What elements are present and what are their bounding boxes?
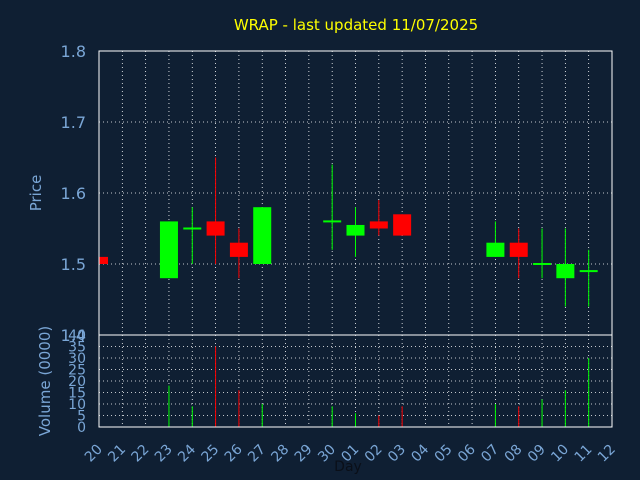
candle-body [206, 221, 225, 236]
volume-tick-label: 10 [68, 397, 86, 413]
candle-body [99, 256, 108, 264]
volume-tick-label: 35 [68, 340, 86, 356]
candle-body [159, 221, 178, 279]
volume-tick-label: 40 [68, 328, 86, 344]
candle-body [369, 221, 388, 229]
volume-axis-label: Volume (0000) [36, 326, 54, 436]
candle-body [229, 242, 248, 257]
candle-body [323, 220, 342, 223]
price-tick-label: 1.8 [61, 42, 86, 61]
candle-body [556, 264, 575, 279]
price-tick-label: 1.6 [61, 184, 86, 203]
price-candles [98, 157, 598, 307]
price-axis-label: Price [27, 175, 45, 212]
volume-tick-label: 15 [68, 386, 86, 402]
chart-title: WRAP - last updated 11/07/2025 [234, 16, 478, 34]
volume-tick-label: 30 [68, 351, 86, 367]
price-tick-label: 1.7 [61, 113, 86, 132]
candle-body [533, 263, 552, 265]
volume-tick-label: 0 [77, 420, 86, 436]
price-tick-label: 1.4 [61, 326, 86, 345]
candle-body [486, 242, 505, 257]
day-axis-label: Day [334, 459, 362, 475]
price-axis-ticks: 1.4 1.5 1.6 1.7 1.8 [61, 42, 86, 345]
candle-body [579, 270, 598, 273]
candle-body [346, 224, 365, 236]
candle-body [253, 207, 272, 264]
volume-bars [168, 346, 590, 427]
volume-tick-label: 25 [68, 363, 86, 379]
volume-tick-label: 5 [77, 409, 86, 425]
volume-panel-frame [98, 334, 613, 428]
candle-body [183, 227, 202, 230]
candle-body [509, 242, 528, 257]
price-tick-label: 1.5 [61, 255, 86, 274]
volume-tick-label: 20 [68, 374, 86, 390]
candle-body [393, 214, 412, 236]
